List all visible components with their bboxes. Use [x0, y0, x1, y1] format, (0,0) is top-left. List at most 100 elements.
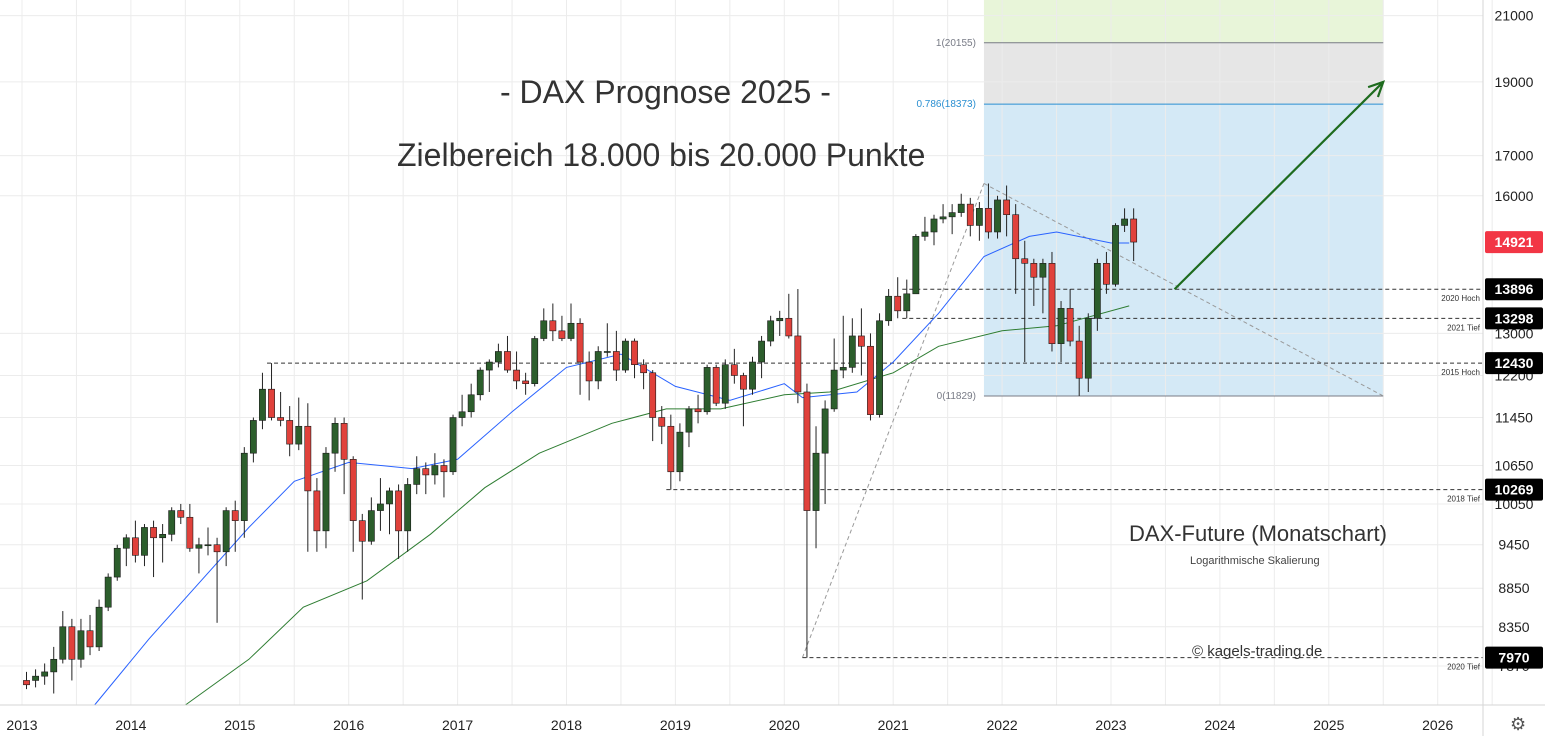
candle-body — [930, 218, 938, 233]
candle-body — [1048, 263, 1056, 344]
candle-body — [975, 208, 983, 226]
candle-body — [1093, 263, 1101, 319]
candle-body — [594, 351, 602, 382]
price-badge — [1485, 646, 1543, 669]
candle-body — [948, 212, 956, 218]
candle-body — [331, 423, 339, 454]
candle-body — [1112, 225, 1119, 285]
candle-body — [485, 361, 493, 371]
moving-average-slow — [185, 305, 1130, 706]
settings-gear-icon[interactable]: ⚙ — [1510, 714, 1527, 735]
instrument-label: DAX-Future (Monatschart) — [1129, 521, 1387, 546]
candle-body — [676, 431, 684, 473]
x-tick-label: 2019 — [660, 717, 691, 733]
candle-body — [322, 452, 330, 532]
candle-body — [195, 544, 203, 549]
candle-body — [377, 503, 384, 511]
y-tick-label: 9450 — [1498, 537, 1529, 553]
candle-body — [703, 367, 711, 413]
price-badge-value: 7970 — [1498, 650, 1529, 666]
candle-body — [894, 295, 902, 312]
candle-body — [649, 372, 657, 418]
price-badge — [1485, 231, 1543, 254]
candle-body — [848, 335, 856, 368]
candle-body — [358, 520, 366, 542]
x-tick-label: 2014 — [115, 717, 146, 733]
candle-body — [812, 452, 820, 511]
candle-body — [912, 236, 920, 295]
candle-body — [249, 420, 257, 454]
candle-body — [59, 626, 67, 660]
x-tick-label: 2025 — [1313, 717, 1344, 733]
price-badge — [1485, 307, 1543, 330]
candle-body — [549, 320, 557, 332]
candle-body — [77, 630, 85, 660]
x-tick-label: 2020 — [769, 717, 800, 733]
candle-body — [231, 510, 239, 521]
chart-title: - DAX Prognose 2025 - — [500, 74, 831, 110]
candle-body — [395, 490, 402, 532]
candle-body — [259, 388, 266, 421]
candle-body — [186, 516, 194, 549]
candle-body — [631, 340, 638, 366]
y-tick-label: 11450 — [1495, 410, 1533, 426]
candle-body — [513, 369, 520, 382]
candle-body — [86, 630, 94, 648]
x-tick-label: 2021 — [878, 717, 909, 733]
y-tick-label: 13000 — [1495, 325, 1534, 341]
candle-body — [966, 203, 974, 226]
candle-body — [585, 361, 593, 382]
candle-body — [177, 510, 185, 518]
candle-body — [1066, 308, 1074, 342]
x-tick-label: 2015 — [224, 717, 255, 733]
price-badge — [1485, 278, 1543, 301]
candle-body — [1003, 199, 1010, 216]
candle-body — [1012, 214, 1020, 260]
candle-body — [404, 484, 412, 532]
candle-body — [476, 369, 484, 396]
candle-body — [640, 364, 647, 374]
candle-body — [494, 351, 502, 363]
candle-body — [821, 408, 829, 454]
candle-body — [667, 425, 675, 473]
candle-body — [839, 367, 847, 371]
candle-body — [122, 537, 130, 549]
projection-arrow-head — [1367, 80, 1386, 98]
candle-body — [467, 394, 475, 413]
candle-body — [712, 367, 720, 404]
candle-body — [794, 335, 802, 393]
candle-body — [612, 351, 620, 371]
price-badge-value: 13896 — [1495, 281, 1534, 297]
x-tick-label: 2023 — [1095, 717, 1126, 733]
fib-level-label: 0.786(18373) — [916, 99, 976, 110]
x-tick-label: 2013 — [6, 717, 37, 733]
candle-body — [685, 408, 693, 433]
candle-body — [694, 408, 702, 413]
x-tick-label: 2026 — [1422, 717, 1453, 733]
candle-body — [422, 468, 430, 476]
y-tick-label: 8850 — [1498, 580, 1529, 596]
candle-body — [921, 231, 929, 237]
candle-body — [758, 340, 765, 363]
x-tick-label: 2024 — [1204, 717, 1235, 733]
fib-zone-above-1 — [983, 0, 1384, 43]
candle-body — [531, 338, 539, 384]
candle-body — [885, 295, 893, 322]
candle-body — [1084, 317, 1092, 379]
price-badge-value: 14921 — [1495, 234, 1534, 250]
x-tick-label: 2016 — [333, 717, 364, 733]
level-label: 2021 Tief — [1447, 323, 1481, 332]
x-tick-label: 2017 — [442, 717, 473, 733]
candle-body — [994, 199, 1001, 233]
candle-body — [95, 606, 103, 648]
candle-body — [740, 375, 747, 390]
candle-body — [113, 547, 121, 578]
candle-body — [749, 361, 756, 390]
candle-body — [431, 465, 439, 476]
candle-body — [558, 330, 566, 339]
candle-body — [295, 425, 303, 445]
candle-body — [867, 345, 874, 415]
candle-body — [349, 459, 357, 521]
candle-body — [876, 320, 883, 415]
